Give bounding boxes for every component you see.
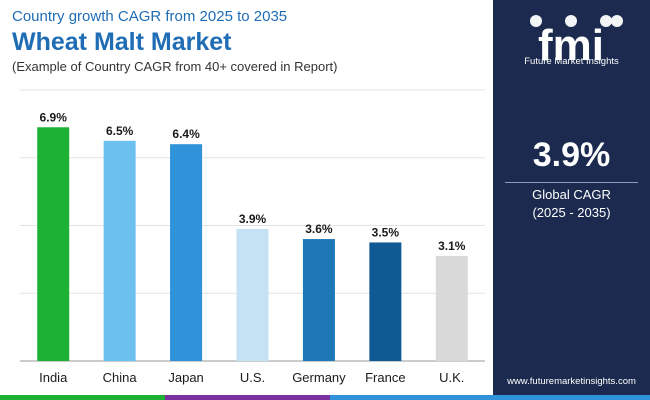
- website-url[interactable]: www.futuremarketinsights.com: [507, 376, 636, 387]
- chart-header: Country growth CAGR from 2025 to 2035 Wh…: [12, 8, 482, 75]
- panel-divider: [505, 182, 638, 183]
- cagr-label-text: Global CAGR: [532, 187, 611, 202]
- data-label: 3.9%: [239, 212, 267, 226]
- fmi-logo: fmi: [530, 15, 623, 70]
- x-tick-label: China: [103, 370, 138, 385]
- bar-uk: [435, 255, 468, 361]
- data-label: 6.4%: [172, 127, 200, 141]
- x-tick-label: Japan: [168, 370, 203, 385]
- chart-title: Wheat Malt Market: [12, 28, 232, 56]
- bar-germany: [302, 239, 335, 361]
- data-label: 3.5%: [372, 225, 400, 239]
- cagr-period-text: (2025 - 2035): [532, 205, 611, 220]
- strip-segment: [165, 395, 330, 400]
- x-tick-label: U.S.: [240, 370, 265, 385]
- chart-subtitle: Country growth CAGR from 2025 to 2035: [12, 8, 288, 25]
- brand-name: Future Market Insights: [524, 56, 619, 67]
- global-cagr-label: Global CAGR (2025 - 2035): [493, 186, 650, 222]
- bar-france: [369, 242, 402, 361]
- data-label: 6.9%: [40, 110, 68, 124]
- bar-china: [103, 140, 136, 361]
- logo-wordmark: fmi: [538, 21, 604, 70]
- data-label: 3.6%: [305, 222, 333, 236]
- strip-segment: [0, 395, 165, 400]
- bar-us: [236, 228, 269, 361]
- data-label: 6.5%: [106, 124, 134, 138]
- global-cagr-value: 3.9%: [532, 136, 611, 174]
- x-tick-label: India: [39, 370, 68, 385]
- bar-japan: [170, 144, 203, 361]
- x-tick-label: France: [365, 370, 405, 385]
- x-tick-label: U.K.: [439, 370, 464, 385]
- summary-panel: fmi Future Market Insights 3.9% Global C…: [493, 0, 650, 400]
- chart-caption: (Example of Country CAGR from 40+ covere…: [12, 59, 338, 74]
- bar-india: [37, 127, 70, 361]
- x-tick-label: Germany: [292, 370, 346, 385]
- strip-segment: [330, 395, 650, 400]
- data-label: 3.1%: [438, 239, 466, 253]
- bottom-color-strip: [0, 395, 650, 400]
